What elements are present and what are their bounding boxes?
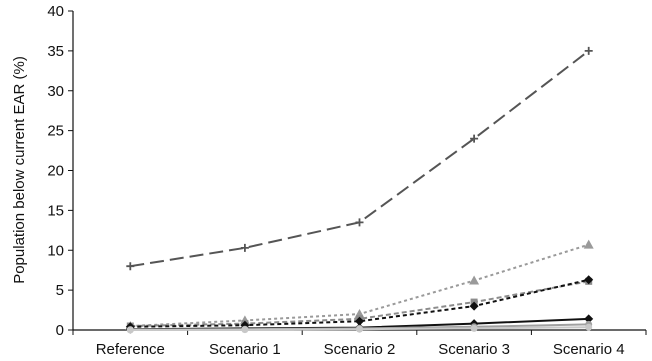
y-tick-label: 0 [56,322,64,339]
data-point [469,301,479,311]
y-tick-label: 25 [47,123,64,140]
data-point [584,275,594,285]
y-tick-label: 15 [47,202,64,219]
y-tick-label: 20 [47,163,64,180]
y-tick-label: 5 [56,282,64,299]
data-point [126,326,134,334]
series-1 [126,46,593,271]
y-tick-label: 40 [47,3,64,20]
y-tick-label: 30 [47,83,64,100]
y-tick-label: 10 [47,242,64,259]
series-line [130,50,590,268]
data-point [470,134,479,143]
data-point [240,243,249,252]
y-tick-label: 35 [47,43,64,60]
series-7 [126,323,593,334]
x-tick-label: Reference [96,341,165,358]
data-point [241,326,249,334]
x-tick-label: Scenario 3 [438,341,510,358]
data-point [583,239,594,249]
series-layer [125,46,594,334]
data-point [355,316,364,326]
data-point [355,218,364,227]
data-point [584,46,593,55]
data-point [469,275,480,285]
y-axis-title: Population below current EAR (%) [11,56,28,284]
data-point [585,323,593,331]
data-point [356,325,363,333]
axes: 0 5 10 15 20 25 30 35 40 Reference Scenario 1 Scena… [47,3,647,358]
data-point [470,324,478,332]
series-line [130,280,589,328]
x-tick-label: Scenario 1 [209,341,281,358]
x-tick-label: Scenario 4 [553,341,625,358]
series-4 [125,275,594,332]
data-point [584,314,594,324]
data-point [126,262,135,271]
x-tick-label: Scenario 2 [324,341,396,358]
